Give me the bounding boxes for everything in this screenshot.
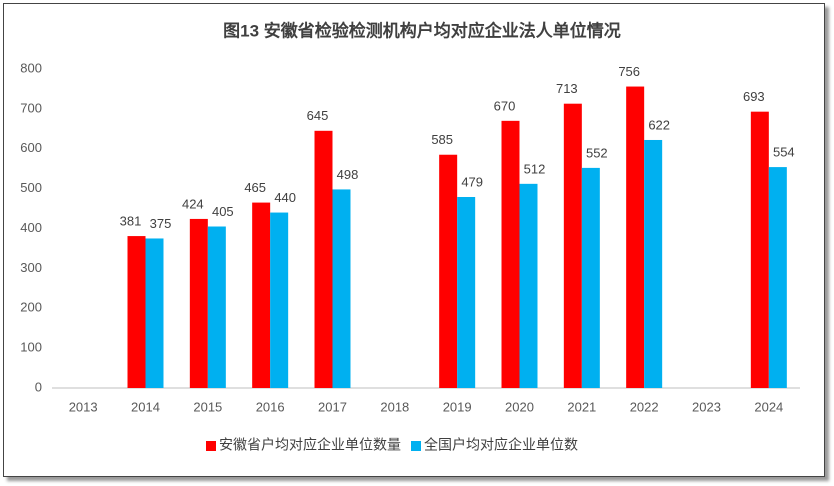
x-tick-label: 2013 bbox=[69, 399, 98, 414]
value-label: 585 bbox=[431, 132, 453, 147]
x-tick-label: 2023 bbox=[692, 399, 721, 414]
bar bbox=[457, 196, 476, 388]
value-label: 405 bbox=[212, 204, 234, 219]
legend-swatch bbox=[411, 441, 421, 451]
x-tick-label: 2022 bbox=[630, 399, 659, 414]
bar bbox=[145, 238, 164, 388]
value-label: 440 bbox=[274, 190, 296, 205]
bar bbox=[768, 167, 787, 388]
bar bbox=[519, 183, 538, 388]
value-label: 756 bbox=[618, 64, 640, 79]
value-label: 424 bbox=[182, 196, 204, 211]
value-label: 512 bbox=[524, 161, 546, 176]
bar bbox=[332, 189, 351, 388]
x-tick-label: 2014 bbox=[131, 399, 160, 414]
bar bbox=[626, 86, 645, 389]
bar bbox=[439, 154, 458, 388]
value-label: 498 bbox=[337, 167, 359, 182]
bar bbox=[270, 212, 289, 388]
y-tick-label: 700 bbox=[20, 100, 42, 115]
value-label: 465 bbox=[244, 180, 266, 195]
value-label: 713 bbox=[556, 81, 578, 96]
y-tick-label: 600 bbox=[20, 140, 42, 155]
y-tick-label: 500 bbox=[20, 180, 42, 195]
y-tick-label: 300 bbox=[20, 260, 42, 275]
x-tick-label: 2021 bbox=[567, 399, 596, 414]
bar bbox=[127, 236, 146, 388]
value-label: 693 bbox=[743, 89, 765, 104]
y-tick-label: 200 bbox=[20, 300, 42, 315]
bar bbox=[314, 130, 333, 388]
value-label: 622 bbox=[648, 117, 670, 132]
value-label: 375 bbox=[150, 216, 172, 231]
bar bbox=[189, 218, 208, 388]
bar bbox=[581, 167, 600, 388]
y-tick-label: 0 bbox=[35, 379, 42, 394]
x-tick-label: 2019 bbox=[443, 399, 472, 414]
bar bbox=[501, 120, 520, 389]
bar bbox=[644, 139, 663, 388]
legend-label: 安徽省户均对应企业单位数量 bbox=[219, 437, 401, 453]
y-tick-label: 800 bbox=[20, 60, 42, 75]
legend-label: 全国户均对应企业单位数 bbox=[424, 437, 578, 453]
x-tick-label: 2020 bbox=[505, 399, 534, 414]
bar bbox=[207, 226, 226, 388]
value-label: 670 bbox=[494, 98, 516, 113]
value-label: 645 bbox=[307, 108, 329, 123]
x-tick-label: 2016 bbox=[256, 399, 285, 414]
bar bbox=[252, 202, 271, 388]
x-tick-label: 2024 bbox=[754, 399, 783, 414]
bar bbox=[750, 111, 769, 388]
value-label: 479 bbox=[461, 174, 483, 189]
y-tick-label: 400 bbox=[20, 220, 42, 235]
value-label: 381 bbox=[120, 214, 142, 229]
bar bbox=[563, 103, 582, 388]
value-label: 552 bbox=[586, 145, 608, 160]
x-tick-label: 2015 bbox=[193, 399, 222, 414]
x-tick-label: 2018 bbox=[380, 399, 409, 414]
legend-swatch bbox=[206, 441, 216, 451]
x-tick-label: 2017 bbox=[318, 399, 347, 414]
y-tick-label: 100 bbox=[20, 340, 42, 355]
value-label: 554 bbox=[773, 145, 795, 160]
chart-title: 图13 安徽省检验检测机构户均对应企业法人单位情况 bbox=[223, 20, 621, 40]
